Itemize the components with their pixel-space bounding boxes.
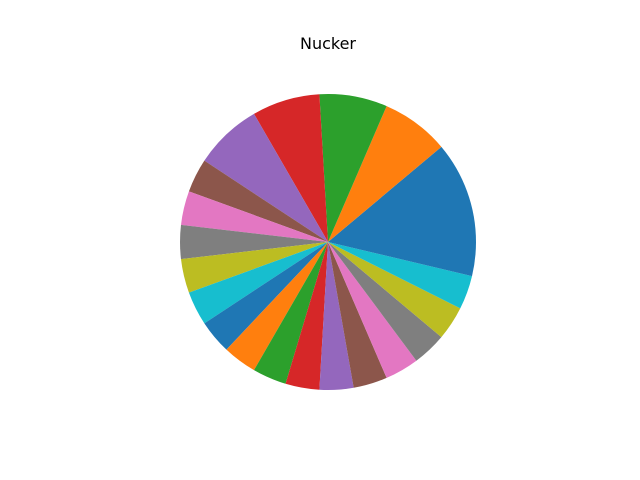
pie-slice-13 [254,242,328,384]
pie-slice-10 [188,242,328,324]
pie-slice-5 [204,113,328,242]
pie-slice-1 [328,146,476,242]
chart-title: Nucker [300,34,356,53]
pie-slice-16 [328,242,387,388]
pie-slices [179,93,476,391]
pie-slice-4 [254,94,328,242]
pie-slice-7 [181,191,328,242]
pie-slice-12 [226,242,328,371]
pie-slice-2 [328,106,442,242]
pie-slice-14 [285,242,328,390]
pie-slice-8 [179,224,328,260]
pie-slice-11 [204,242,328,350]
pie-slice-20 [328,242,473,309]
pie-slice-3 [319,93,387,242]
pie-slice-21 [328,242,476,277]
pie-slice-17 [328,242,417,378]
pie-slice-19 [328,242,461,338]
pie-slice-6 [188,160,328,242]
pie-slice-15 [319,242,354,391]
pie-slice-18 [328,242,442,361]
pie-slice-9 [181,242,328,293]
